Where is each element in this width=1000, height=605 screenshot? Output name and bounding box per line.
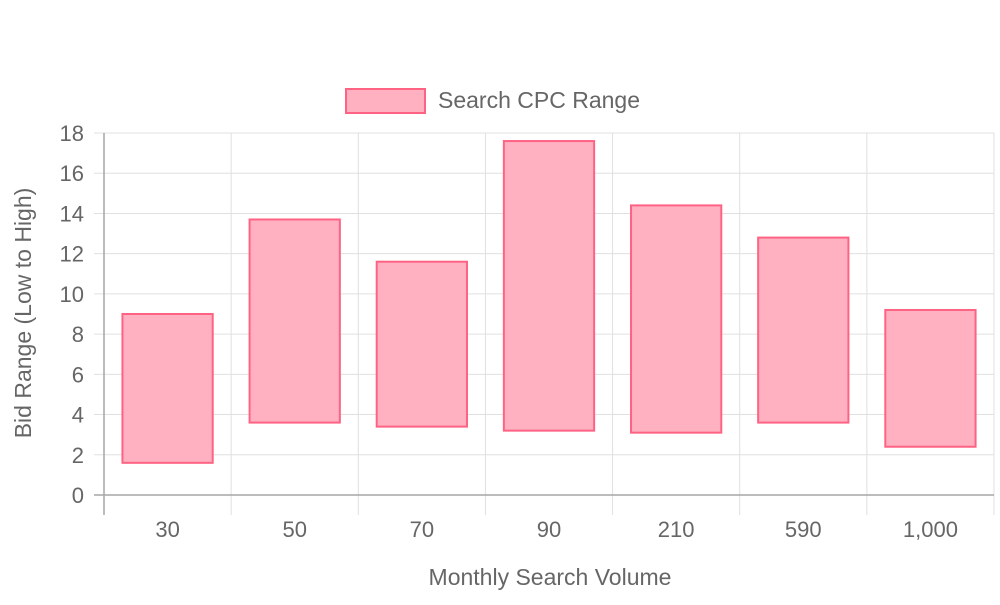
bar[interactable] bbox=[248, 218, 341, 424]
x-tick-label: 1,000 bbox=[903, 517, 958, 542]
y-tick-label: 8 bbox=[72, 322, 84, 347]
y-tick-label: 18 bbox=[60, 121, 84, 146]
y-tick-label: 2 bbox=[72, 443, 84, 468]
x-tick-label: 590 bbox=[785, 517, 822, 542]
x-tick-label: 30 bbox=[155, 517, 179, 542]
y-tick-label: 16 bbox=[60, 161, 84, 186]
x-tick-label: 90 bbox=[537, 517, 561, 542]
bar[interactable] bbox=[757, 236, 850, 424]
y-tick-label: 12 bbox=[60, 242, 84, 267]
legend-label[interactable]: Search CPC Range bbox=[438, 87, 640, 113]
x-axis-title: Monthly Search Volume bbox=[429, 564, 672, 590]
x-tick-label: 70 bbox=[410, 517, 434, 542]
y-axis-title: Bid Range (Low to High) bbox=[10, 188, 36, 439]
x-tick-label: 210 bbox=[658, 517, 695, 542]
bars-layer bbox=[121, 140, 977, 464]
y-tick-label: 4 bbox=[72, 403, 84, 428]
bar[interactable] bbox=[121, 313, 214, 464]
y-tick-label: 0 bbox=[72, 483, 84, 508]
axes-layer: 0 2 4 6 8 10 12 14 16 18 30 50 70 90 210 590 1,000 bbox=[60, 121, 994, 542]
y-tick-label: 14 bbox=[60, 201, 84, 226]
bar[interactable] bbox=[630, 204, 723, 434]
bar[interactable] bbox=[884, 308, 977, 448]
legend[interactable]: Search CPC Range bbox=[345, 87, 640, 114]
bar[interactable] bbox=[502, 140, 596, 432]
legend-swatch[interactable] bbox=[345, 88, 426, 114]
y-tick-label: 10 bbox=[60, 282, 84, 307]
bar[interactable] bbox=[375, 260, 468, 428]
x-tick-label: 50 bbox=[282, 517, 306, 542]
y-tick-label: 6 bbox=[72, 362, 84, 387]
